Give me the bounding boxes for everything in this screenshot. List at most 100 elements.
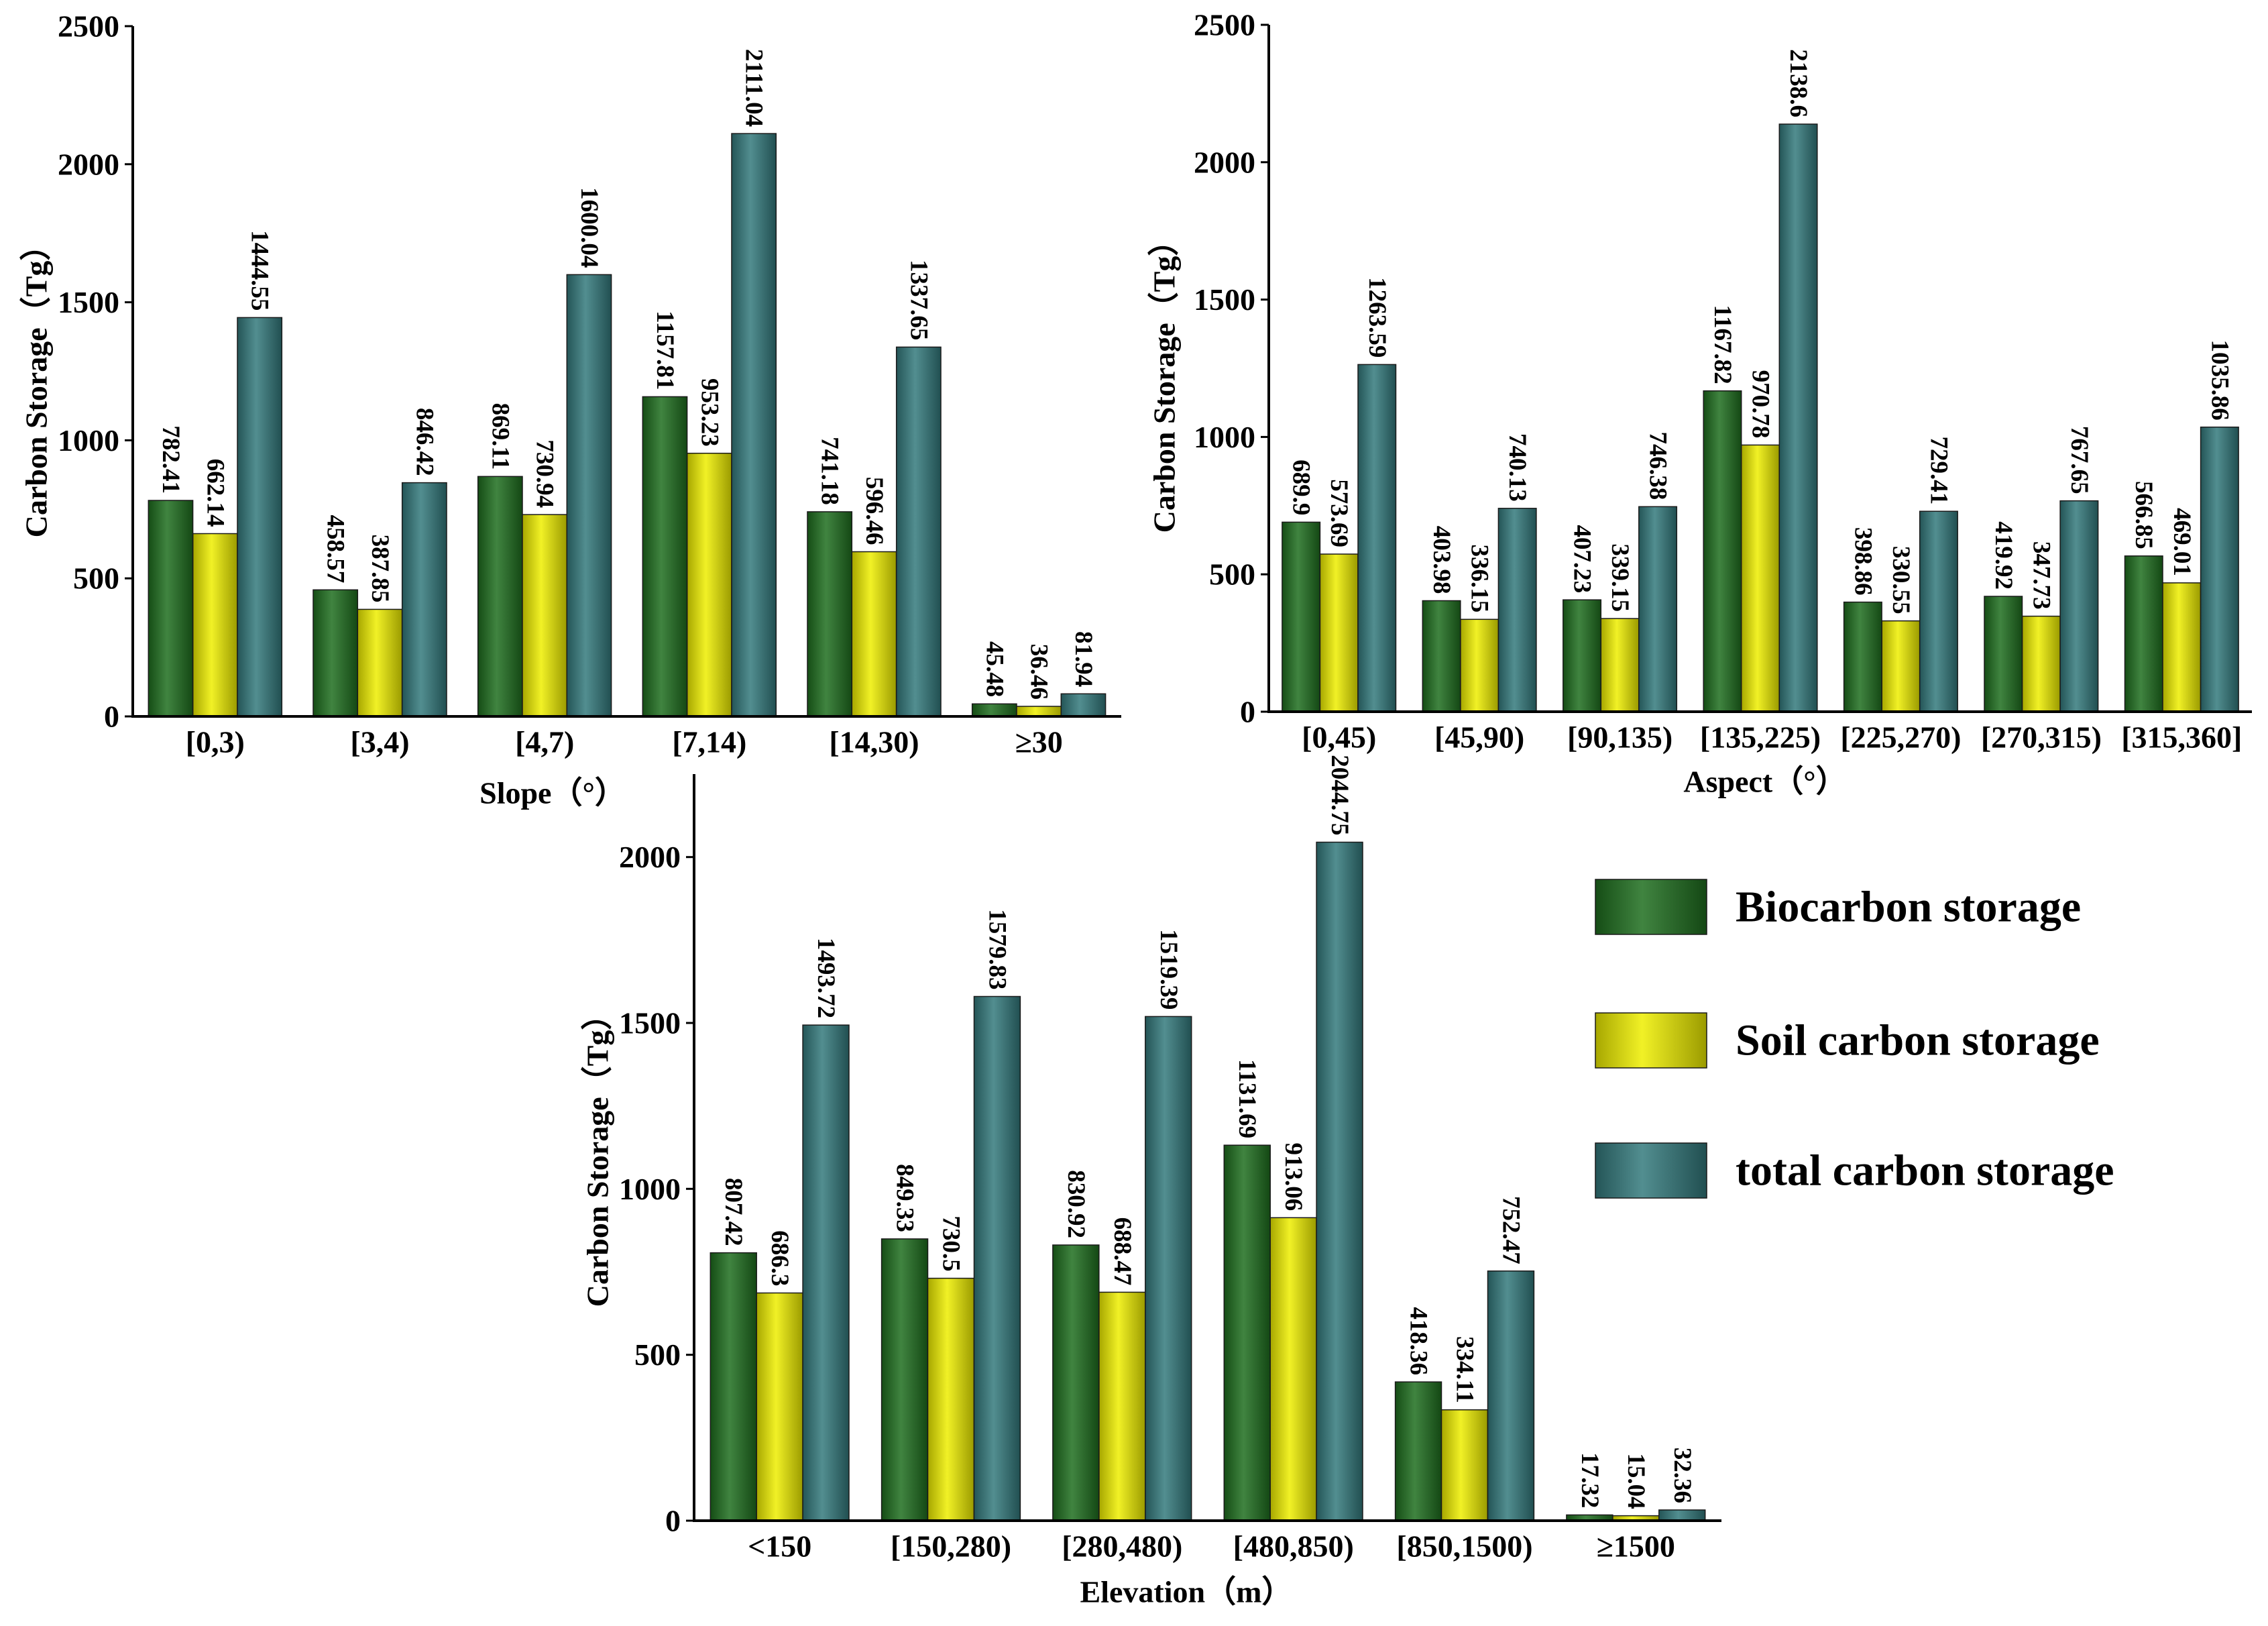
data-label-soil-carbon: 686.3 [766,1230,793,1286]
bar-soil-carbon [357,608,403,717]
data-label-total-carbon: 746.38 [1644,432,1672,500]
data-label-biocarbon: 1131.69 [1233,1059,1261,1138]
data-label-soil-carbon: 953.23 [695,378,723,447]
bar-soil-carbon [1740,444,1780,712]
legend: Biocarbon storage Soil carbon storage to… [1595,879,2114,1199]
bar-soil-carbon [1098,1291,1146,1521]
data-label-biocarbon: 1167.82 [1709,305,1736,384]
x-tick-label: [45,90) [1434,720,1524,755]
bar-biocarbon [1984,596,2023,712]
data-label-soil-carbon: 469.01 [2168,508,2196,576]
legend-item-biocarbon: Biocarbon storage [1595,879,2081,935]
bar-total-carbon [1145,1016,1192,1521]
y-tick-label: 2000 [619,840,681,874]
bar-total-carbon [731,133,777,717]
x-axis-title: Slope（°） [479,776,626,810]
data-label-soil-carbon: 688.47 [1109,1217,1136,1286]
legend-label-total-carbon: total carbon storage [1736,1146,2114,1195]
y-tick-label: 2000 [58,147,119,181]
legend-label-biocarbon: Biocarbon storage [1736,883,2081,932]
slope-chart: 782.41 458.57 869.11 1157.81 741.18 45.48 662.… [19,9,1121,810]
data-label-total-carbon: 2044.75 [1326,755,1353,835]
data-label-total-carbon: 752.47 [1497,1196,1524,1264]
y-tick-label: 1500 [1194,282,1255,317]
bar-biocarbon [148,500,194,717]
x-tick-label: ≥1500 [1597,1529,1675,1564]
bar-biocarbon [642,396,688,717]
legend-item-total-carbon: total carbon storage [1595,1142,2114,1199]
x-tick-label: [315,360] [2121,720,2242,755]
data-label-soil-carbon: 387.85 [366,535,394,603]
legend-swatch-biocarbon [1595,879,1707,935]
x-tick-label: [7,14) [672,725,746,759]
x-tick-label: ≥30 [1015,725,1063,759]
legend-swatch-total-carbon [1595,1142,1707,1199]
bar-total-carbon [1919,510,1958,712]
bar-total-carbon [973,995,1021,1521]
data-label-total-carbon: 1579.83 [983,909,1011,989]
bar-biocarbon [710,1252,757,1521]
data-label-biocarbon: 419.92 [1990,521,2017,590]
data-label-biocarbon: 689.9 [1288,459,1315,515]
bar-soil-carbon [192,533,238,717]
data-label-biocarbon: 458.57 [322,515,349,584]
x-tick-label: [0,45) [1302,720,1376,755]
data-label-total-carbon: 2138.6 [1784,49,1812,117]
bar-total-carbon [1658,1509,1706,1521]
data-label-biocarbon: 849.33 [891,1164,919,1232]
bar-soil-carbon [1319,553,1359,712]
y-tick-label: 1500 [619,1006,681,1040]
bar-biocarbon [2124,555,2163,712]
bar-soil-carbon [1016,706,1062,717]
data-label-biocarbon: 418.36 [1405,1307,1432,1375]
x-tick-label: [3,4) [350,725,409,759]
bar-total-carbon [1497,508,1537,712]
x-tick-label: [270,315) [1981,720,2102,755]
bar-soil-carbon [2021,615,2061,712]
data-label-total-carbon: 1337.65 [905,260,932,340]
y-tick-label: 1000 [619,1172,681,1206]
x-axis-title: Aspect（°） [1683,765,1846,799]
data-label-total-carbon: 1493.72 [812,938,840,1018]
data-label-soil-carbon: 730.94 [531,439,559,508]
y-tick-label: 1000 [1194,420,1255,454]
y-tick-label: 2000 [1194,145,1255,179]
data-label-total-carbon: 81.94 [1070,631,1097,687]
data-label-biocarbon: 17.32 [1576,1452,1603,1508]
data-label-total-carbon: 32.36 [1668,1448,1696,1503]
y-tick-label: 0 [104,700,119,734]
y-axis-title: Carbon Storage（Tg） [19,230,54,538]
x-tick-label: [90,135) [1567,720,1672,755]
legend-item-soil-carbon: Soil carbon storage [1595,1012,2100,1069]
bar-biocarbon [881,1238,929,1521]
x-tick-label: [14,30) [829,725,919,759]
data-label-total-carbon: 740.13 [1504,433,1531,502]
bar-biocarbon [1843,601,1882,712]
data-label-biocarbon: 1157.81 [651,311,679,390]
data-label-biocarbon: 398.86 [1849,527,1876,596]
bar-total-carbon [1487,1270,1535,1521]
data-label-biocarbon: 869.11 [486,403,514,470]
y-tick-label: 0 [665,1504,681,1538]
bar-total-carbon [1060,693,1107,717]
data-label-soil-carbon: 347.73 [2027,541,2055,610]
x-tick-label: [225,270) [1840,720,1961,755]
bar-biocarbon [1223,1144,1271,1521]
y-axis-title: Carbon Storage（Tg） [581,999,615,1307]
bar-total-carbon [1316,841,1363,1521]
x-tick-label: [4,7) [515,725,574,759]
bar-soil-carbon [1881,620,1921,712]
data-label-total-carbon: 846.42 [410,408,438,476]
aspect-chart: 689.9 403.98 407.23 1167.82 398.86 419.92 566.… [1147,8,2252,799]
y-tick-label: 500 [1209,557,1255,592]
bar-biocarbon [477,476,523,717]
bar-biocarbon [807,511,853,717]
data-label-soil-carbon: 15.04 [1622,1453,1650,1509]
bar-total-carbon [1778,123,1818,712]
data-label-soil-carbon: 36.46 [1025,644,1053,700]
elevation-chart: 807.42 849.33 830.92 1131.69 418.36 17.32 686.… [581,755,1721,1609]
bar-total-carbon [2200,426,2239,712]
data-label-total-carbon: 1035.86 [2206,339,2233,420]
bar-soil-carbon [522,514,568,717]
